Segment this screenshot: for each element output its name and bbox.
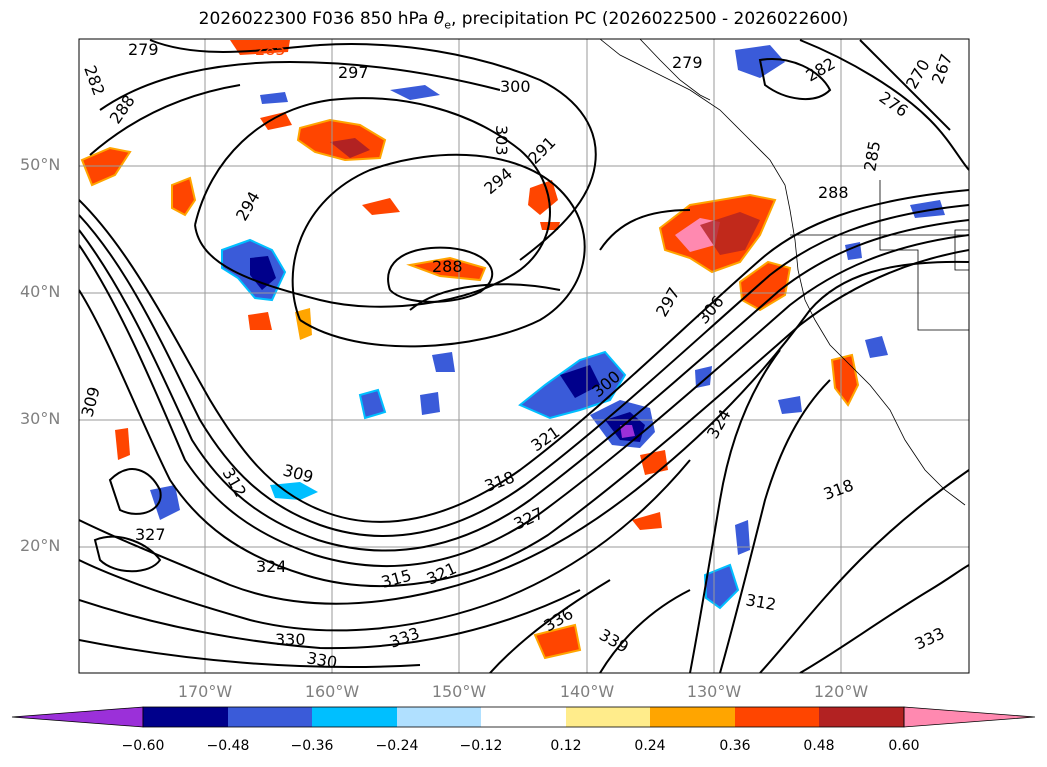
contour-label: 294 (480, 164, 516, 198)
contour-label: 285 (860, 139, 884, 172)
precip-positive (80, 40, 860, 660)
colorbar-bin (143, 707, 228, 727)
contour-label: 267 (928, 51, 956, 86)
contour-label: 315 (379, 566, 413, 592)
colorbar-tick: −0.36 (290, 738, 334, 754)
colorbar-tick: 0.48 (803, 738, 835, 754)
contour-label: 276 (876, 88, 912, 121)
plot-frame (78, 38, 970, 674)
contour-label: 318 (821, 475, 856, 503)
contour-label: 285 (255, 40, 286, 59)
colorbar-extend-low (11, 706, 144, 728)
contour-label: 282 (80, 63, 108, 98)
colorbar-bin (312, 707, 397, 727)
colorbar-tick: −0.60 (121, 738, 165, 754)
colorbar-tick: −0.48 (206, 738, 250, 754)
contour-label: 306 (694, 292, 728, 328)
colorbar-tick: 0.12 (550, 738, 582, 754)
contour-label: 291 (524, 133, 559, 168)
contour-label: 333 (912, 623, 948, 653)
lon-label-120w: 120°W (813, 682, 869, 701)
contour-label: 279 (672, 53, 703, 72)
colorbar-bin (650, 707, 735, 727)
colorbar-tick: 0.24 (634, 738, 666, 754)
lat-label-20n: 20°N (20, 536, 61, 555)
contour-label: 297 (652, 284, 684, 320)
chart-title: 2026022300 F036 850 hPa θe, precipitatio… (198, 9, 849, 32)
lon-label-140w: 140°W (559, 682, 615, 701)
contour-label: 300 (500, 77, 531, 96)
contour-label: 330 (275, 630, 306, 649)
colorbar-bin (566, 707, 650, 727)
contour-label: 288 (106, 91, 139, 127)
colorbar-tick: 0.60 (888, 738, 920, 754)
graticule (79, 39, 969, 673)
colorbar-bin (397, 707, 481, 727)
contour-label: 294 (232, 188, 264, 224)
lon-label-170w: 170°W (177, 682, 233, 701)
contour-label: 282 (803, 54, 839, 86)
theta-e-contours (79, 39, 969, 673)
contour-label: 303 (492, 125, 511, 156)
colorbar-extend-high (903, 706, 1036, 728)
colorbar-tick: −0.12 (459, 738, 503, 754)
contour-label: 327 (511, 503, 547, 533)
colorbar-bin (819, 707, 904, 727)
colorbar-tick: −0.24 (375, 738, 419, 754)
coastlines (599, 39, 969, 506)
lon-label-150w: 150°W (431, 682, 487, 701)
colorbar-bin (481, 707, 566, 727)
colorbar-bin (228, 707, 312, 727)
lat-label-40n: 40°N (20, 282, 61, 301)
colorbar (11, 706, 1036, 728)
contour-label: 312 (219, 465, 251, 501)
contour-label: 318 (482, 467, 517, 495)
contour-label: 324 (703, 406, 735, 442)
contour-label: 327 (135, 525, 166, 544)
contour-label: 309 (281, 461, 315, 487)
contour-label: 288 (818, 183, 849, 202)
lon-label-160w: 160°W (304, 682, 360, 701)
precip-negative (150, 45, 945, 610)
contour-label: 324 (256, 557, 287, 576)
precip-anomaly-layer (80, 40, 945, 660)
lon-label-130w: 130°W (686, 682, 742, 701)
contour-label: 288 (432, 257, 463, 276)
lat-label-30n: 30°N (20, 409, 61, 428)
contour-label: 321 (527, 422, 563, 455)
contour-label: 330 (305, 648, 338, 672)
lat-label-50n: 50°N (20, 155, 61, 174)
colorbar-bin (735, 707, 819, 727)
contour-label: 279 (128, 40, 159, 59)
contour-label: 312 (744, 590, 777, 614)
contour-label: 297 (338, 63, 369, 82)
contour-label: 309 (78, 385, 104, 419)
colorbar-tick: 0.36 (719, 738, 751, 754)
